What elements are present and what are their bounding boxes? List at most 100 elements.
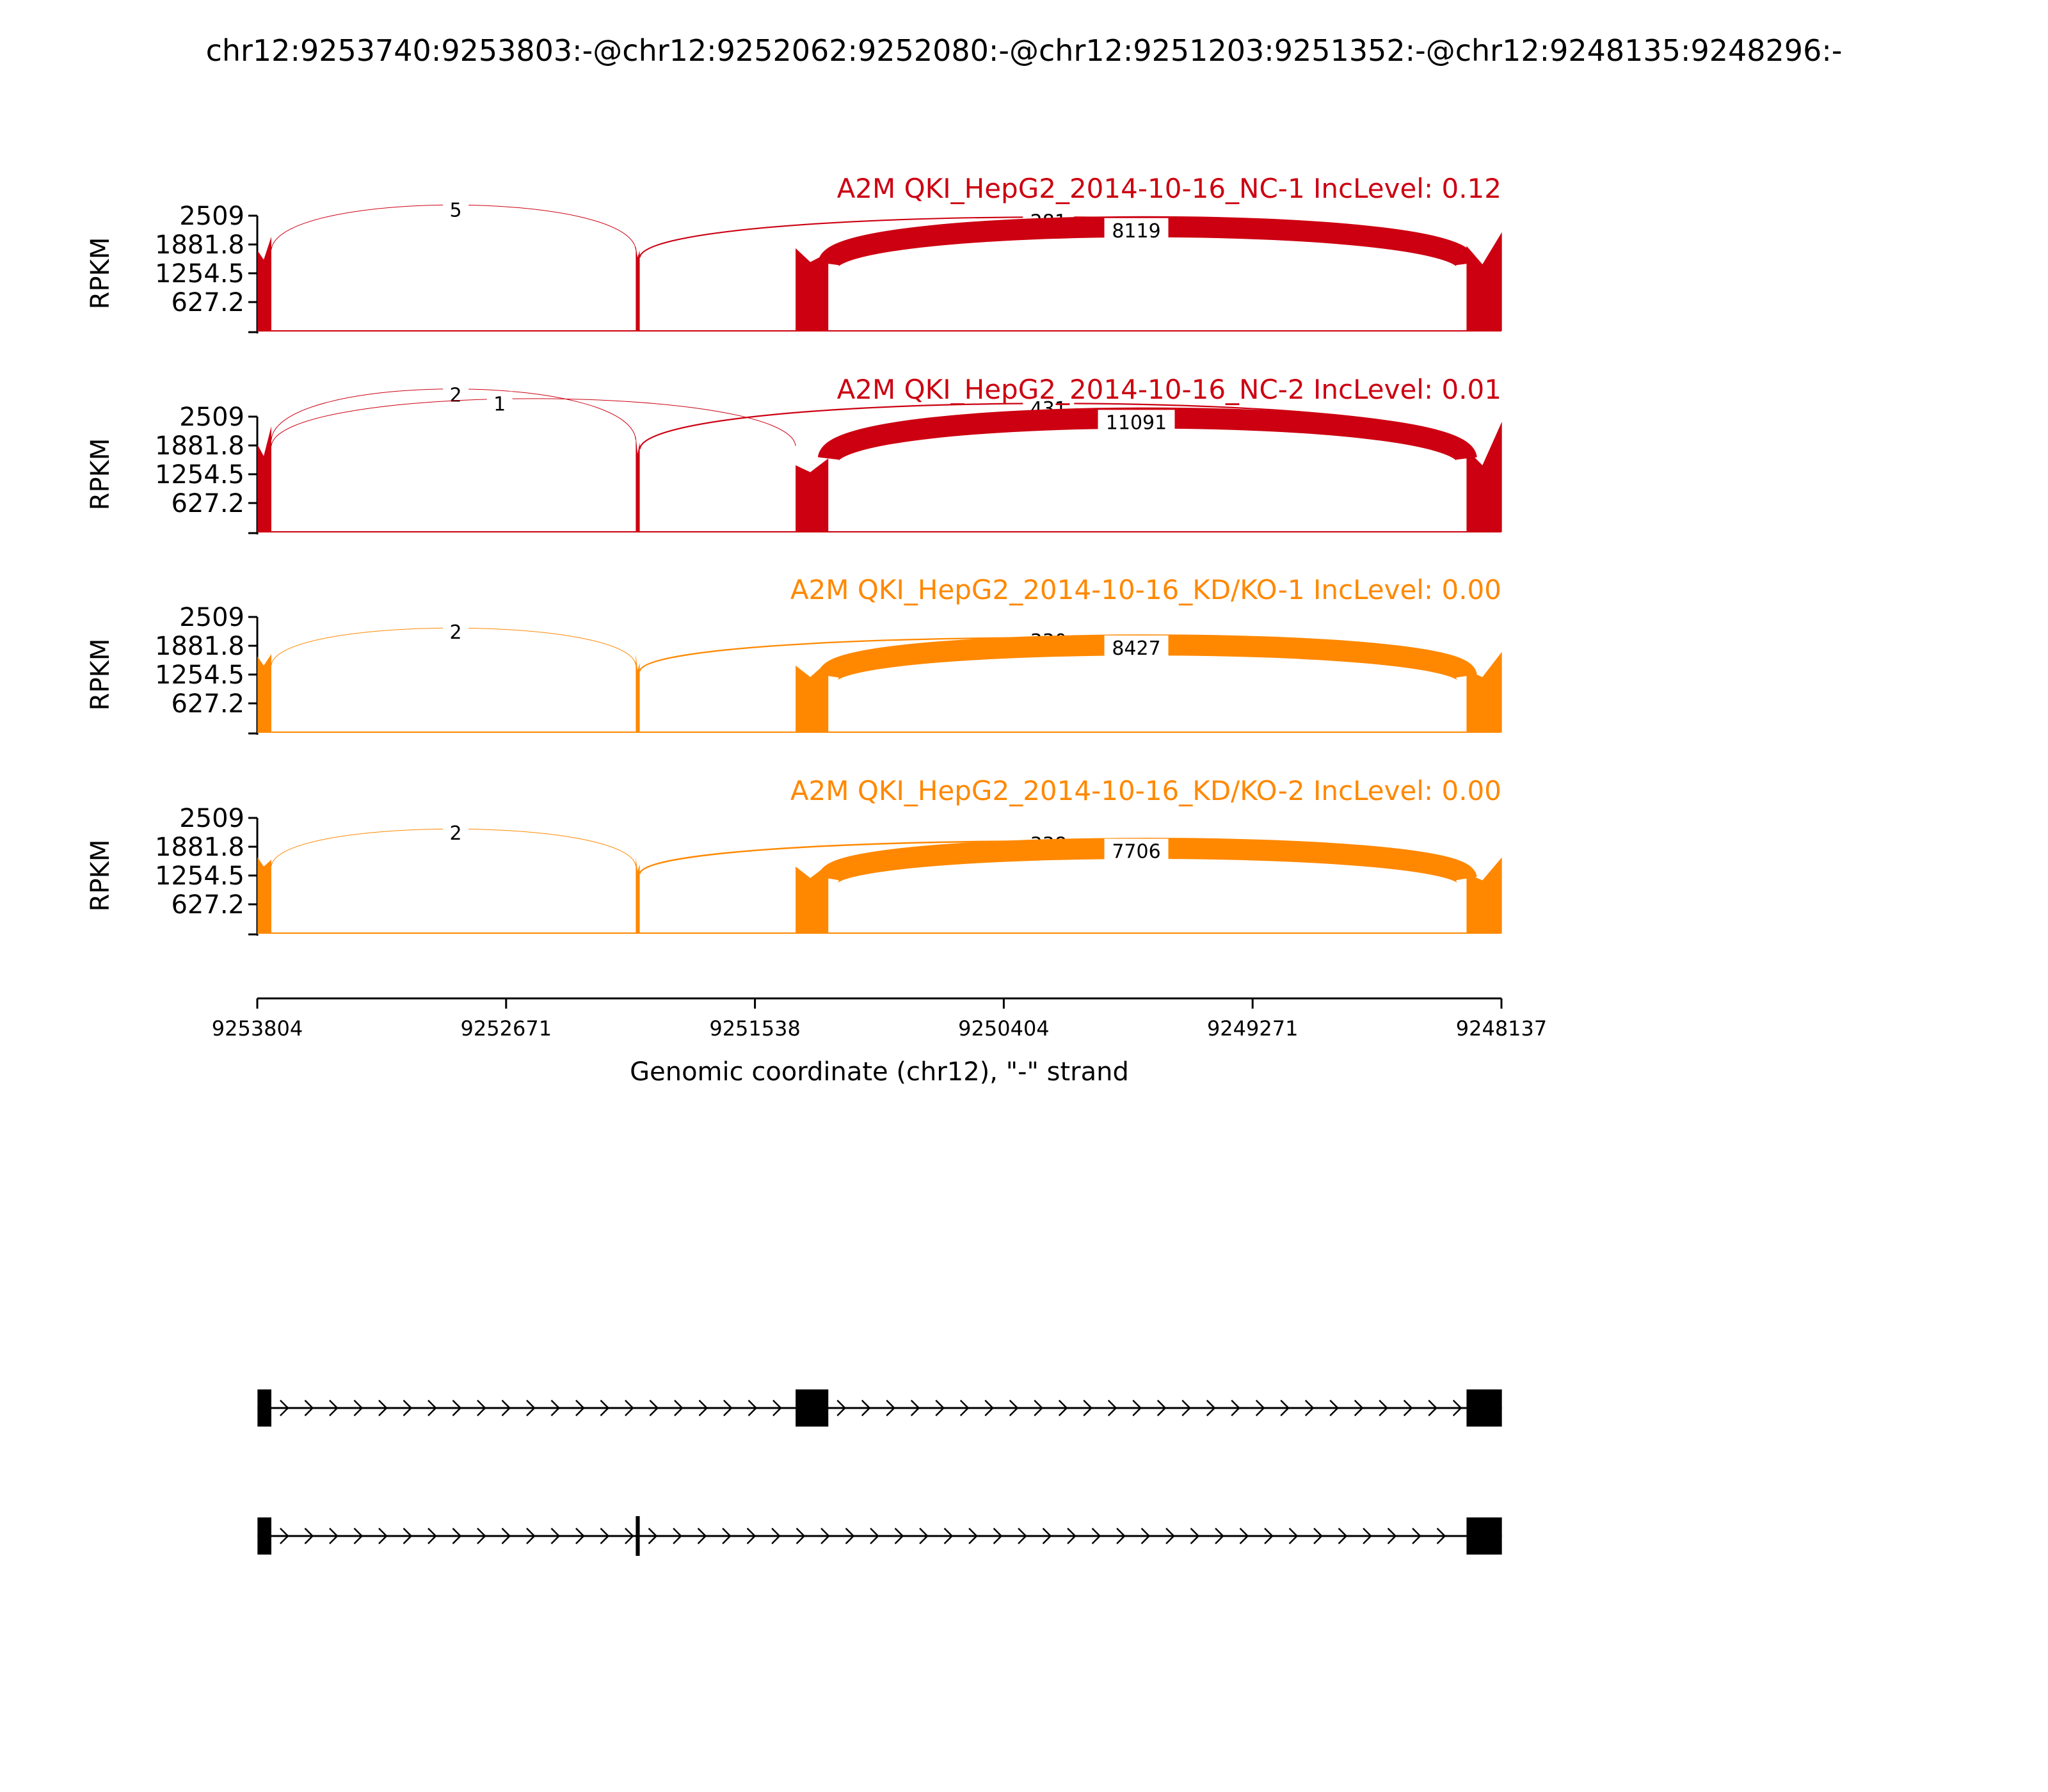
y-tick-label: 2509 (179, 603, 244, 632)
strand-chevron (796, 1528, 806, 1544)
strand-chevron (1280, 1400, 1290, 1416)
strand-chevron (403, 1400, 413, 1416)
strand-chevron (698, 1400, 708, 1416)
strand-chevron (1083, 1400, 1093, 1416)
y-tick-label: 2509 (179, 202, 244, 231)
strand-chevron (1058, 1400, 1068, 1416)
strand-chevron (722, 1528, 732, 1544)
y-tick-label: 627.2 (171, 890, 244, 920)
panel-title: A2M QKI_HepG2_2014-10-16_KD/KO-2 IncLeve… (790, 775, 1501, 806)
strand-chevron (1264, 1528, 1274, 1544)
strand-chevron (1428, 1400, 1438, 1416)
exon-coverage (1466, 652, 1502, 732)
junction-count: 5 (450, 199, 462, 221)
isoform-exon (1466, 1517, 1502, 1555)
junction-count: 7706 (1112, 840, 1160, 863)
strand-chevron (1436, 1528, 1446, 1544)
junction-count: 2 (450, 822, 462, 845)
strand-chevron (935, 1400, 945, 1416)
strand-chevron (1140, 1528, 1151, 1544)
junction-count: 1 (493, 394, 506, 416)
strand-chevron (477, 1528, 486, 1544)
y-tick-label: 1881.8 (155, 833, 244, 862)
chart-title: chr12:9253740:9253803:-@chr12:9252062:92… (206, 33, 1843, 68)
y-tick-label: 627.2 (171, 489, 244, 518)
strand-chevron (1091, 1528, 1101, 1544)
strand-chevron (452, 1400, 462, 1416)
isoform-exon (1466, 1389, 1502, 1427)
strand-chevron (1452, 1400, 1462, 1416)
strand-chevron (748, 1400, 758, 1416)
strand-chevron (697, 1528, 707, 1544)
strand-chevron (1206, 1400, 1216, 1416)
junction-label-bg (1104, 635, 1169, 660)
exon-coverage (636, 654, 640, 732)
y-tick-label: 1254.5 (155, 259, 244, 289)
strand-chevron (378, 1528, 388, 1544)
strand-chevron (1067, 1528, 1076, 1544)
exon-coverage (257, 857, 271, 933)
strand-chevron (771, 1528, 781, 1544)
strand-chevron (984, 1400, 995, 1416)
strand-chevron (1034, 1400, 1044, 1416)
strand-chevron (820, 1528, 830, 1544)
strand-chevron (943, 1528, 954, 1544)
strand-chevron (845, 1528, 855, 1544)
junction-label-bg (443, 197, 469, 222)
y-axis-label: RPKM (86, 639, 115, 711)
exon-coverage (796, 458, 829, 532)
strand-chevron (1042, 1528, 1052, 1544)
strand-chevron (723, 1400, 733, 1416)
exon-coverage (257, 654, 271, 732)
junction-count: 2 (450, 384, 462, 406)
strand-chevron (772, 1400, 782, 1416)
strand-chevron (1009, 1400, 1019, 1416)
strand-chevron (550, 1400, 561, 1416)
y-tick-label: 1254.5 (155, 861, 244, 891)
strand-chevron (526, 1528, 536, 1544)
y-tick-label: 2509 (179, 403, 244, 432)
strand-chevron (1156, 1400, 1167, 1416)
isoform-2 (257, 1516, 1502, 1556)
strand-chevron (280, 1528, 289, 1544)
strand-chevron (1107, 1400, 1117, 1416)
exon-coverage (796, 864, 829, 933)
strand-chevron (1354, 1400, 1364, 1416)
panel-title: A2M QKI_HepG2_2014-10-16_NC-2 IncLevel: … (837, 374, 1501, 405)
exon-coverage (1466, 421, 1502, 532)
strand-chevron (353, 1400, 364, 1416)
strand-chevron (600, 1528, 610, 1544)
strand-chevron (870, 1528, 879, 1544)
junction-label-bg (1104, 838, 1169, 863)
strand-chevron (329, 1400, 339, 1416)
strand-chevron (550, 1528, 561, 1544)
x-tick-label: 9253804 (212, 1016, 303, 1041)
strand-chevron (575, 1400, 585, 1416)
exon-coverage (257, 426, 271, 532)
strand-chevron (575, 1528, 585, 1544)
strand-chevron (403, 1528, 413, 1544)
isoform-exon (636, 1516, 640, 1556)
strand-chevron (1239, 1528, 1249, 1544)
exon-coverage (1466, 857, 1502, 933)
y-tick-label: 627.2 (171, 288, 244, 317)
y-tick-label: 1881.8 (155, 431, 244, 461)
strand-chevron (1304, 1400, 1315, 1416)
junction-count: 8427 (1112, 637, 1160, 660)
y-tick-label: 2509 (179, 804, 244, 833)
y-axis-label: RPKM (86, 840, 115, 912)
strand-chevron (1313, 1528, 1323, 1544)
strand-chevron (886, 1400, 896, 1416)
strand-chevron (674, 1400, 684, 1416)
y-axis-label: RPKM (86, 438, 115, 511)
junction-label-bg (1104, 218, 1169, 243)
strand-chevron (1329, 1400, 1340, 1416)
y-tick-label: 1254.5 (155, 460, 244, 490)
y-tick-label: 1881.8 (155, 230, 244, 260)
strand-chevron (1116, 1528, 1126, 1544)
strand-chevron (1363, 1528, 1372, 1544)
strand-chevron (428, 1528, 437, 1544)
strand-chevron (625, 1400, 634, 1416)
